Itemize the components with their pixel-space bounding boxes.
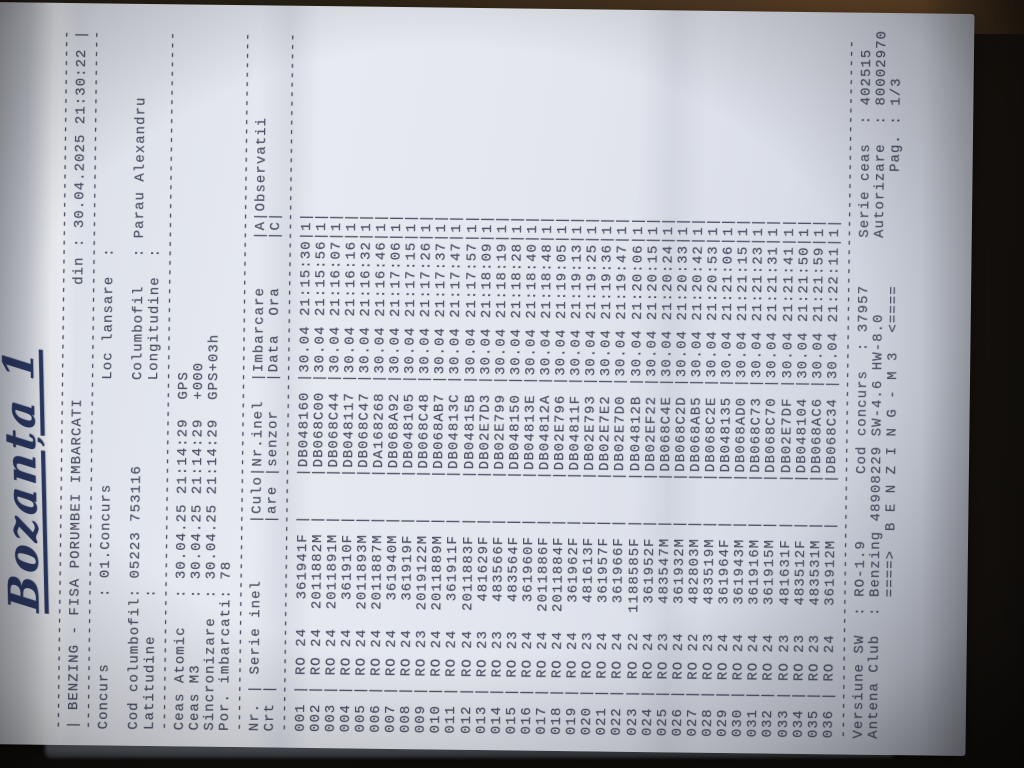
handwritten-label: Bozanța 1 (0, 344, 49, 614)
receipt-paper: Bozanța 1 ------------------------------… (0, 2, 975, 756)
receipt-text-block: Bozanța 1 ------------------------------… (0, 22, 906, 739)
receipt-lines: ----------------------------------------… (51, 23, 906, 739)
